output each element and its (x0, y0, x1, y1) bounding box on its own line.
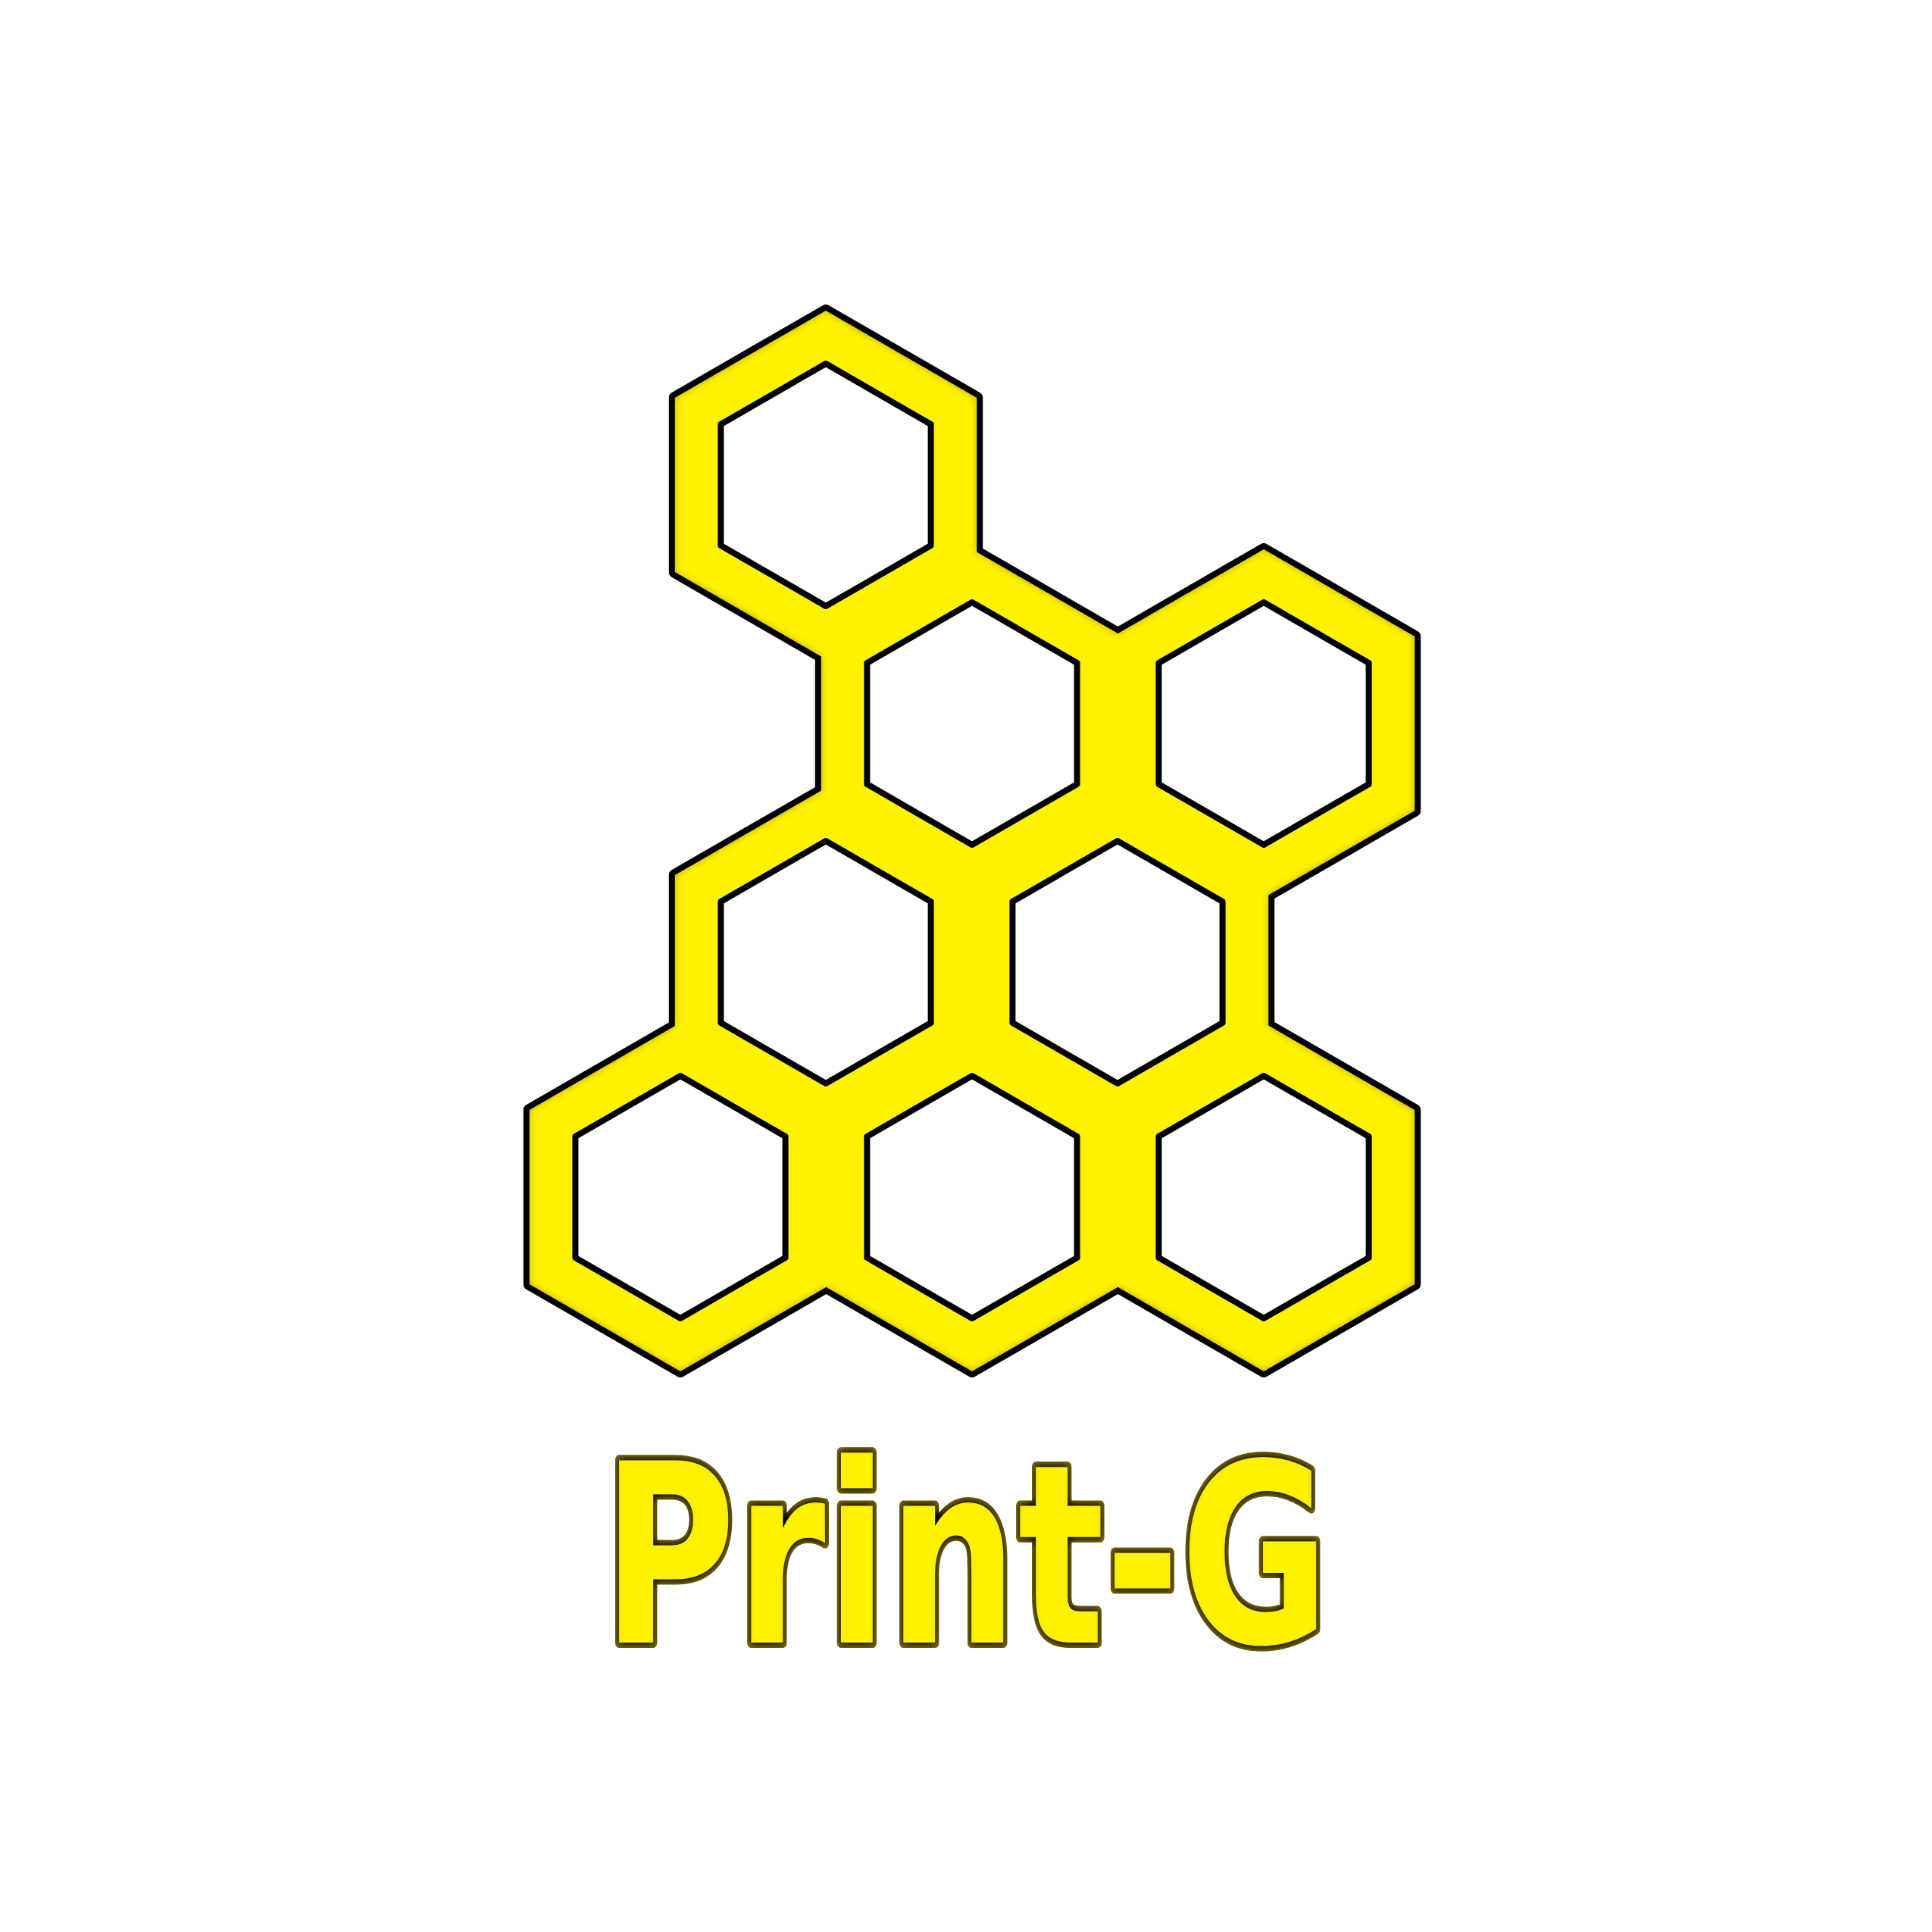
brand-name: Print-G (602, 1411, 1330, 1702)
honeycomb-cell (717, 361, 934, 609)
honeycomb-cell (864, 599, 1080, 848)
honeycomb-cell (1009, 838, 1226, 1086)
honeycomb-cell (1155, 599, 1372, 848)
honeycomb-icon (523, 305, 1421, 1377)
honeycomb-cell (572, 1073, 789, 1321)
honeycomb-cell (864, 1073, 1080, 1321)
honeycomb-cell (1155, 1073, 1372, 1321)
honeycomb-cell (717, 838, 934, 1086)
